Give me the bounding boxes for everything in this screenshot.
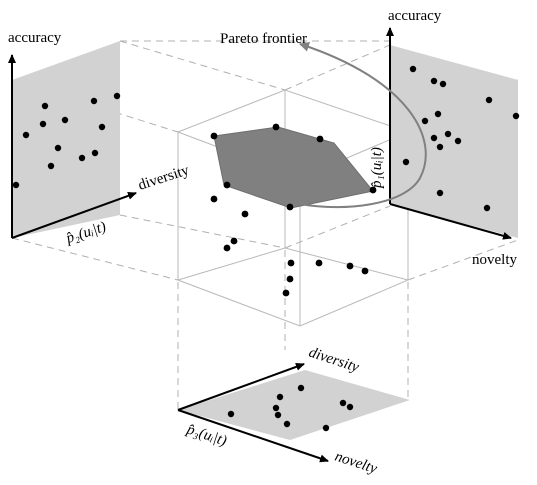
data-point [315,259,323,267]
right-novelty-axis [389,203,512,240]
cube-points [210,123,377,297]
data-point [346,403,354,411]
data-point [113,92,121,100]
left-panel-plane [12,41,120,238]
data-point [369,186,377,194]
data-point [436,189,444,197]
data-point [485,96,493,104]
data-point [91,149,99,157]
data-point [283,420,291,428]
data-point [436,143,444,151]
bottom-novelty-label: novelty [333,449,379,478]
left-diversity-axis [11,191,137,239]
data-point [78,154,86,162]
left-accuracy-label: accuracy [8,30,62,46]
left-projection-panel [7,41,137,239]
data-point [39,120,47,128]
data-point [439,80,447,88]
left-diversity-label: diversity [136,162,191,194]
pareto-frontier-arrow [299,42,427,209]
bottom-diversity-label: diversity [307,345,361,376]
bottom-panel-plane [178,370,410,440]
data-point [210,195,218,203]
bottom-panel-points [227,384,354,432]
data-point [61,116,69,124]
data-point [361,267,369,275]
data-point [286,275,294,283]
data-point [512,112,520,120]
data-point [287,259,295,267]
data-point [47,162,55,170]
right-projection-panel [386,27,520,240]
right-panel-points [402,65,520,212]
data-point [454,137,462,145]
right-p1-label: p̂₁(uᵢ|t) [369,147,385,189]
data-point [230,237,238,245]
data-point [297,384,305,392]
data-point [444,130,452,138]
data-point [276,393,284,401]
data-point [272,123,280,131]
pareto-frontier-surface [213,126,374,209]
right-accuracy-label: accuracy [388,8,442,24]
right-novelty-label: novelty [472,252,517,268]
data-point [41,102,49,110]
data-point [434,110,442,118]
data-point [430,134,438,142]
data-point [409,65,417,73]
data-point [12,181,20,189]
data-point [90,97,98,105]
data-point [316,135,324,143]
data-point [241,210,249,218]
data-point [210,132,218,140]
data-point [421,117,429,125]
data-point [227,410,235,418]
data-point [98,123,106,131]
data-point [402,158,410,166]
data-point [223,244,231,252]
data-point [483,204,491,212]
data-point [54,144,62,152]
data-point [322,424,330,432]
data-point [346,262,354,270]
data-point [339,399,347,407]
left-panel-points [12,92,121,189]
data-point [282,289,290,297]
bottom-novelty-axis [177,409,329,463]
data-point [22,131,30,139]
data-point [272,404,280,412]
data-point [223,181,231,189]
bottom-diversity-axis [177,362,305,411]
data-point [274,411,282,419]
data-point [430,77,438,85]
bottom-projection-panel [177,362,410,463]
pareto-frontier-label: Pareto frontier [220,31,307,47]
right-panel-plane [390,45,518,238]
data-point [286,203,294,211]
